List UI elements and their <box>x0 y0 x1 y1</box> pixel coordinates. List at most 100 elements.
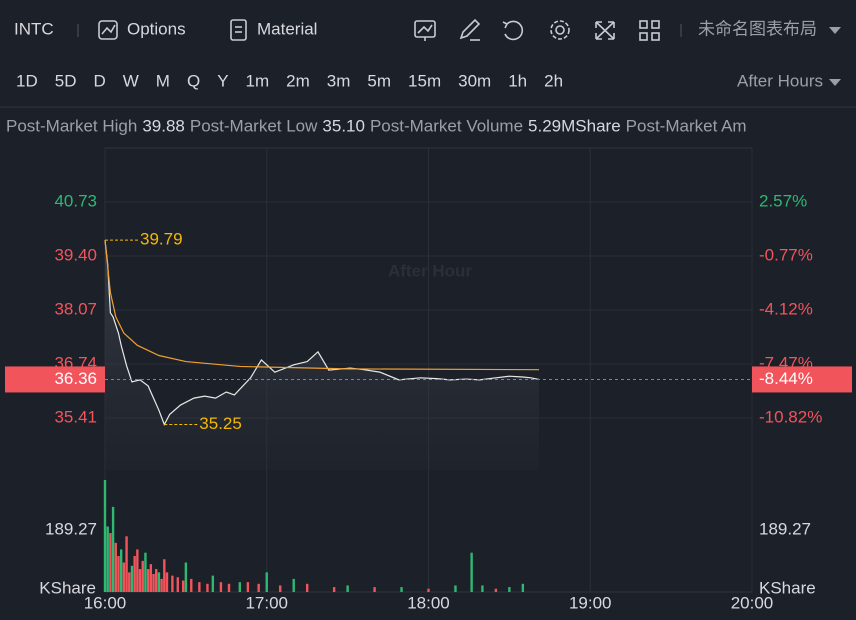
volume-bar <box>136 549 139 592</box>
interval[interactable]: 5m <box>367 71 391 90</box>
interval[interactable]: 2h <box>544 71 563 90</box>
volume-bar <box>206 583 209 592</box>
volume-bar <box>427 588 430 592</box>
toolbar-button[interactable]: Material <box>257 19 317 38</box>
interval[interactable]: 30m <box>458 71 491 90</box>
x-tick-label: 17:00 <box>245 593 288 612</box>
volume-bar <box>128 572 131 592</box>
volume-bar <box>125 536 128 592</box>
volume-bar <box>238 582 241 592</box>
y-tick-label: 35.41 <box>54 408 97 427</box>
last-price-tag <box>5 366 105 393</box>
volume-bar <box>508 587 511 592</box>
volume-bar <box>160 578 163 592</box>
volume-bar <box>305 583 309 592</box>
volume-bar <box>481 585 484 592</box>
volume-bar <box>198 582 201 592</box>
interval[interactable]: Y <box>217 71 228 90</box>
volume-bar <box>373 587 376 592</box>
volume-bar <box>163 559 166 592</box>
volume-bar <box>400 587 403 592</box>
volume-bar <box>521 583 525 592</box>
y2-tick-label: -4.12% <box>759 299 813 318</box>
interval[interactable]: 3m <box>327 71 351 90</box>
volume-tick-label: 189.27 <box>759 519 811 538</box>
volume-bar <box>138 569 142 592</box>
volume-bar <box>152 573 155 592</box>
volume-bar <box>181 580 185 592</box>
average-line <box>104 240 540 371</box>
volume-bar <box>470 552 473 592</box>
last-change: -8.44% <box>759 369 813 388</box>
interval[interactable]: 2m <box>286 71 310 90</box>
x-tick-label: 20:00 <box>731 593 774 612</box>
y-tick-label: 38.07 <box>54 299 97 318</box>
volume-bar <box>184 562 188 592</box>
volume-bar <box>265 572 268 592</box>
stat-label: Post-Market Volume <box>370 116 523 135</box>
volume-bar <box>454 585 457 592</box>
annotation-label: 35.25 <box>199 414 242 433</box>
dropdown-arrow <box>829 79 841 86</box>
y2-tick-label: -10.82% <box>759 407 822 426</box>
volume-bar <box>157 572 161 592</box>
volume-bar <box>211 575 215 592</box>
interval[interactable]: 15m <box>408 71 441 90</box>
volume-bar <box>144 552 147 592</box>
volume-bar <box>155 569 158 592</box>
volume-bar <box>109 533 112 592</box>
volume-bar <box>141 560 144 592</box>
toolbar-button[interactable]: Options <box>127 19 186 38</box>
interval[interactable]: M <box>156 71 170 90</box>
volume-bar <box>119 549 123 592</box>
interval[interactable]: 1h <box>508 71 527 90</box>
y2-tick-label: 2.57% <box>759 192 807 211</box>
interval[interactable]: W <box>123 71 139 90</box>
volume-bar <box>133 555 136 592</box>
toolbar-icons <box>98 18 660 41</box>
volume-bar <box>114 542 117 592</box>
volume-bar <box>111 506 115 592</box>
volume-bar <box>103 479 107 592</box>
interval[interactable]: 5D <box>55 71 77 90</box>
volume-bar <box>246 582 250 592</box>
volume-bar <box>117 555 120 592</box>
stat-label: Post-Market Am <box>626 116 747 135</box>
x-tick-label: 18:00 <box>407 593 450 612</box>
volume-bar <box>130 565 134 592</box>
volume-bar <box>149 564 153 592</box>
price-area <box>105 240 540 470</box>
volume-bar <box>494 588 498 592</box>
y-tick-label: 39.40 <box>54 245 97 264</box>
volume-bar <box>292 578 295 592</box>
stat-value: 35.10 <box>322 116 365 135</box>
dropdown-arrow <box>829 27 841 34</box>
annotation-label: 39.79 <box>140 230 183 249</box>
volume-bar <box>176 577 179 592</box>
volume-unit: KShare <box>759 578 816 597</box>
volume-tick-label: 189.27 <box>45 519 97 538</box>
last-price: 36.36 <box>54 369 97 388</box>
volume-bar <box>122 562 126 592</box>
interval[interactable]: D <box>93 71 105 90</box>
volume-bar <box>171 575 174 592</box>
interval[interactable]: Q <box>187 71 200 90</box>
layout-name[interactable]: 未命名图表布局 <box>698 19 817 38</box>
y-tick-label: 40.73 <box>54 191 97 210</box>
symbol[interactable]: INTC <box>14 19 54 38</box>
volume-bar <box>332 587 336 592</box>
volume-bar <box>346 585 349 592</box>
stat-value: 39.88 <box>142 116 185 135</box>
stat-value: 5.29MShare <box>528 116 621 135</box>
session[interactable]: After Hours <box>737 71 823 90</box>
last-change-tag <box>752 366 852 393</box>
volume-bar <box>219 582 223 592</box>
volume-bar <box>190 578 193 592</box>
volume-bar <box>165 572 169 592</box>
volume-unit: KShare <box>39 578 96 597</box>
interval[interactable]: 1D <box>16 71 38 90</box>
watermark: After Hour <box>388 261 472 280</box>
interval[interactable]: 1m <box>246 71 270 90</box>
